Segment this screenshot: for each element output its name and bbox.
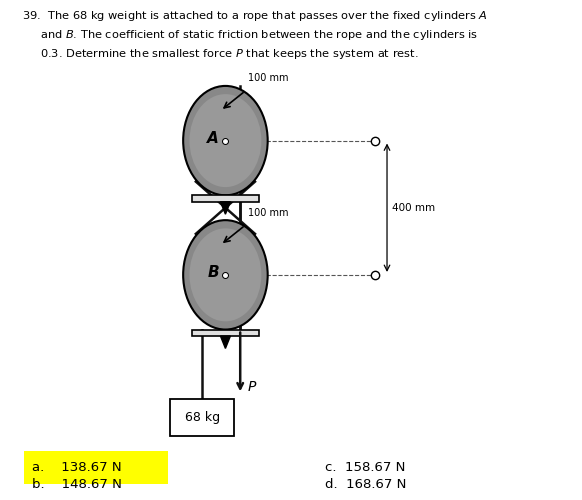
FancyBboxPatch shape <box>191 330 259 336</box>
FancyBboxPatch shape <box>24 452 168 484</box>
Ellipse shape <box>183 86 268 196</box>
Polygon shape <box>221 336 230 348</box>
Text: a.    138.67 N: a. 138.67 N <box>31 462 121 474</box>
Text: 68 kg: 68 kg <box>184 412 220 424</box>
Ellipse shape <box>183 220 268 330</box>
Text: B: B <box>207 265 219 280</box>
Ellipse shape <box>190 228 261 322</box>
Text: 39.  The 68 kg weight is attached to a rope that passes over the fixed cylinders: 39. The 68 kg weight is attached to a ro… <box>22 9 487 61</box>
Ellipse shape <box>190 94 261 187</box>
Polygon shape <box>221 202 230 214</box>
FancyBboxPatch shape <box>191 196 259 202</box>
Text: A: A <box>207 130 219 146</box>
FancyBboxPatch shape <box>170 399 235 436</box>
Text: d.  168.67 N: d. 168.67 N <box>325 478 406 491</box>
Text: c.  158.67 N: c. 158.67 N <box>325 462 405 474</box>
Text: P: P <box>248 380 256 394</box>
Text: 100 mm: 100 mm <box>248 74 288 84</box>
Text: 100 mm: 100 mm <box>248 208 288 218</box>
Text: b.    148.67 N: b. 148.67 N <box>31 478 122 491</box>
Text: 400 mm: 400 mm <box>392 202 435 212</box>
